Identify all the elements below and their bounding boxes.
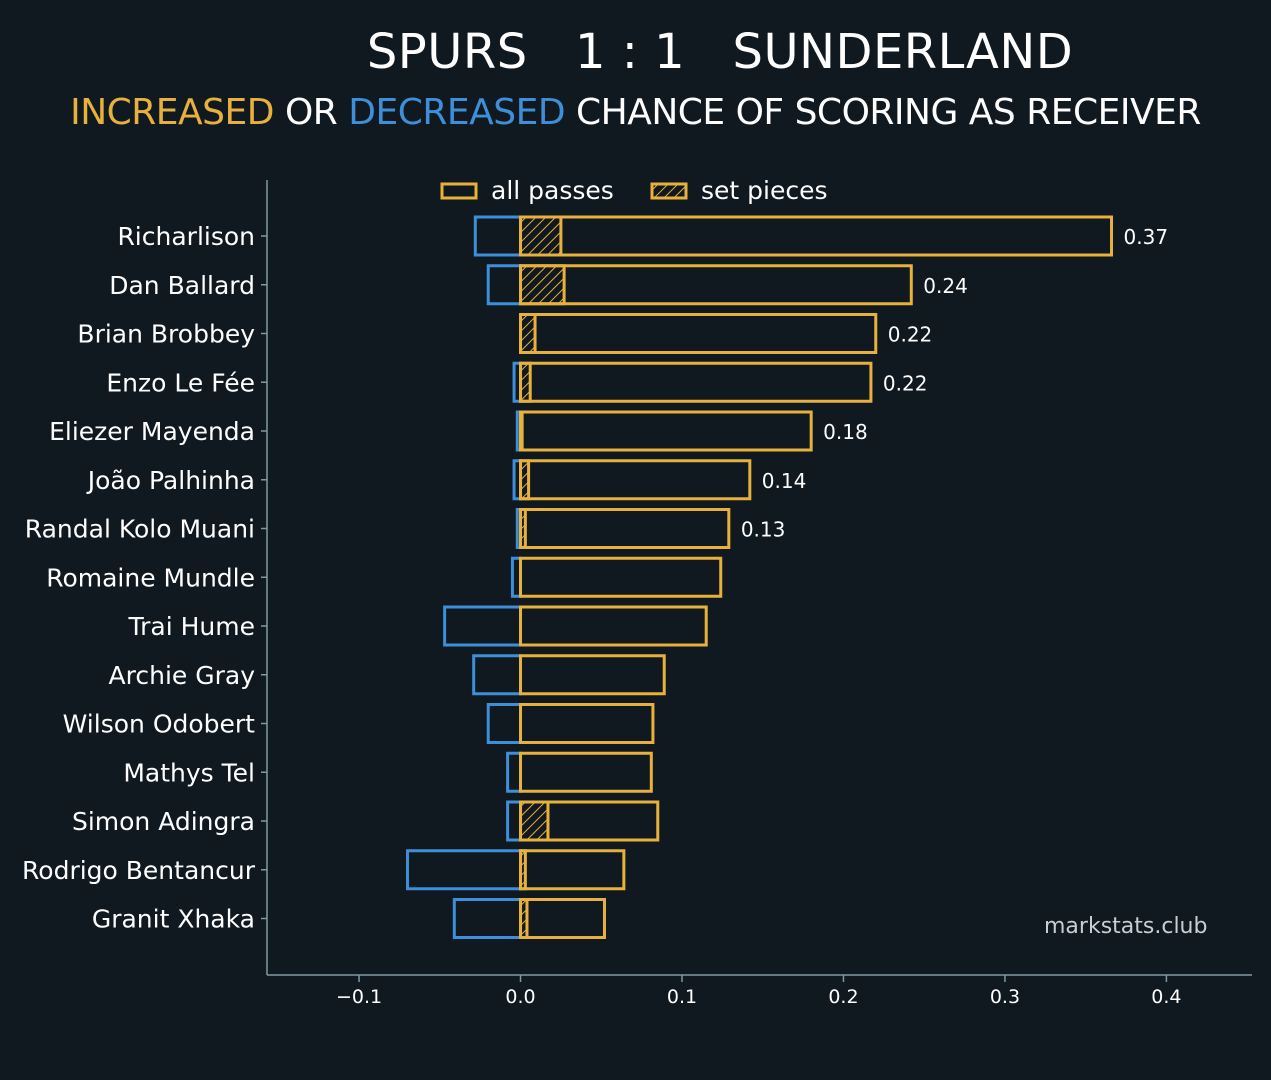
bar-negative — [452, 898, 523, 939]
bar-negative — [486, 703, 523, 744]
y-tick-label: Enzo Le Fée — [106, 368, 255, 397]
bars — [405, 215, 1114, 939]
chart-title: SPURS 1 : 1 SUNDERLAND — [366, 24, 1074, 80]
bar-all-passes — [519, 313, 878, 354]
y-tick-label: Richarlison — [117, 222, 255, 251]
bar-all-passes — [519, 800, 660, 842]
bar-negative — [486, 264, 523, 306]
bar-all-passes — [519, 751, 653, 793]
bar-set-pieces — [519, 313, 537, 354]
y-tick-label: Dan Ballard — [109, 271, 255, 300]
watermark: markstats.club — [1044, 914, 1208, 939]
value-label: 0.22 — [888, 323, 933, 347]
x-tick-label: 0.2 — [828, 986, 858, 1008]
bar-all-passes — [519, 459, 752, 501]
bar-negative — [472, 654, 523, 696]
bar-negative — [506, 751, 523, 793]
bar-all-passes — [519, 898, 606, 939]
subtitle-decreased: DECREASED — [348, 92, 566, 133]
x-tick-label: 0.0 — [505, 986, 535, 1008]
y-tick-label: Wilson Odobert — [63, 710, 256, 739]
x-tick-label: 0.4 — [1151, 986, 1181, 1008]
bar-negative — [443, 605, 523, 647]
x-tick-label: 0.1 — [667, 986, 697, 1008]
y-tick-label: Romaine Mundle — [46, 563, 255, 592]
axes: −0.1 0.0 0.1 0.2 0.3 0.4 Richarlison Dan Ballar… — [22, 180, 1252, 1008]
legend-swatch-set-pieces — [650, 182, 688, 200]
y-tick-label: Randal Kolo Muani — [25, 515, 255, 544]
bar-set-pieces — [519, 264, 566, 306]
y-tick-label: João Palhinha — [86, 466, 255, 495]
bar-negative — [473, 215, 523, 257]
x-tick-label: −0.1 — [336, 986, 382, 1008]
bar-all-passes — [519, 703, 655, 744]
value-label: 0.13 — [741, 518, 786, 542]
legend-swatch-all-passes — [440, 182, 478, 200]
y-tick-label: Rodrigo Bentancur — [22, 856, 256, 885]
y-tick-label: Archie Gray — [109, 661, 256, 690]
bar-all-passes — [519, 361, 873, 403]
bar-all-passes — [519, 508, 731, 549]
y-tick-label: Simon Adingra — [72, 807, 255, 836]
value-label: 0.24 — [923, 274, 968, 298]
y-tick-label: Eliezer Mayenda — [49, 417, 255, 446]
y-tick-label: Mathys Tel — [123, 758, 255, 787]
bar-set-pieces — [519, 800, 550, 842]
bar-all-passes — [519, 264, 913, 306]
subtitle-or: OR — [274, 92, 349, 133]
subtitle-rest: CHANCE OF SCORING AS RECEIVER — [565, 92, 1201, 133]
x-tick-label: 0.3 — [990, 986, 1020, 1008]
value-label: 0.18 — [823, 420, 868, 444]
bar-negative — [506, 800, 523, 842]
bar-negative — [405, 849, 523, 891]
y-tick-label: Brian Brobbey — [77, 320, 255, 349]
legend: all passes set pieces — [440, 176, 828, 205]
bar-set-pieces — [519, 215, 563, 257]
bar-all-passes — [519, 605, 708, 647]
chart-subtitle: INCREASED OR DECREASED CHANCE OF SCORING… — [0, 92, 1271, 133]
bar-all-passes — [519, 849, 626, 891]
value-label: 0.37 — [1124, 225, 1169, 249]
y-tick-label: Granit Xhaka — [92, 905, 255, 934]
subtitle-increased: INCREASED — [70, 92, 274, 133]
legend-label-all-passes: all passes — [491, 176, 614, 205]
value-label: 0.14 — [762, 469, 807, 493]
bar-all-passes — [519, 215, 1114, 257]
bar-all-passes — [519, 654, 666, 696]
labels: 0.37 0.24 0.22 0.22 0.18 0.14 0.13 — [741, 225, 1168, 542]
bar-all-passes — [519, 556, 723, 598]
y-tick-label: Trai Hume — [128, 612, 255, 641]
legend-label-set-pieces: set pieces — [701, 176, 828, 205]
value-label: 0.22 — [883, 371, 928, 395]
bar-all-passes — [519, 410, 813, 452]
